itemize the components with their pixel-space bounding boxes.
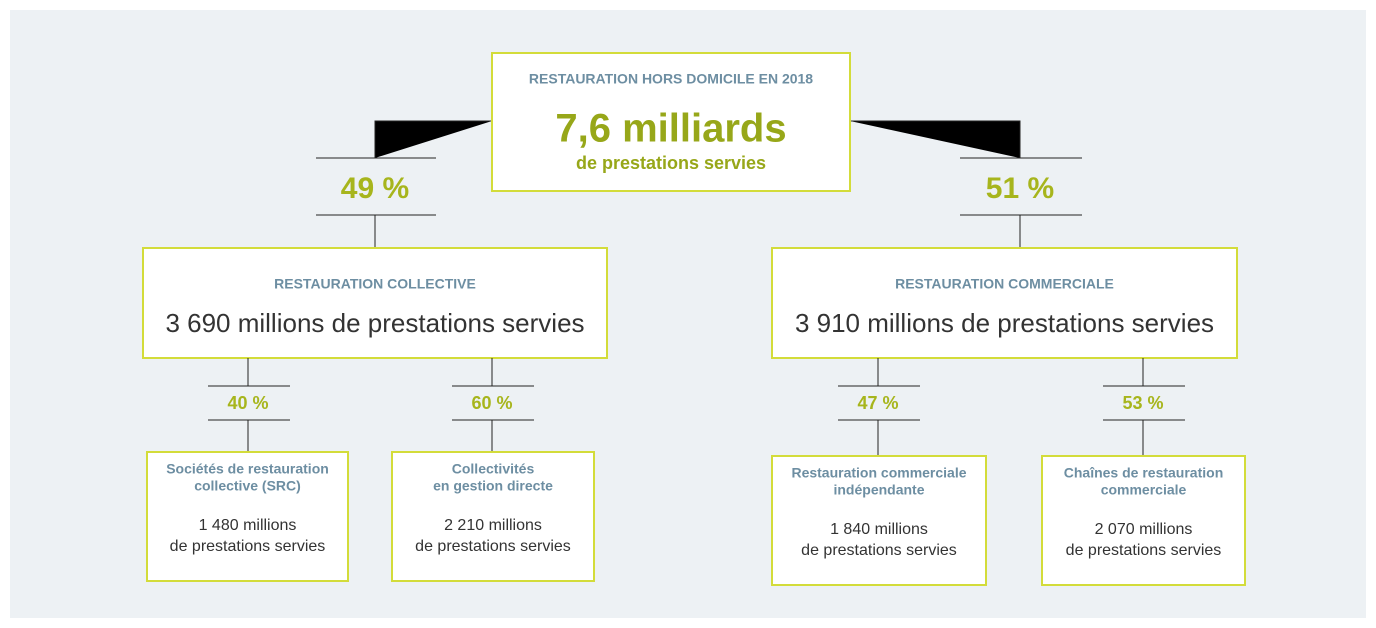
child-title: collective (SRC)	[194, 478, 301, 494]
branch-box	[771, 247, 1238, 359]
child-box	[146, 451, 349, 582]
child-share: 40 %	[227, 393, 268, 413]
branch-box	[142, 247, 608, 359]
connector	[452, 358, 534, 452]
child-share: 53 %	[1122, 393, 1163, 413]
root-title: RESTAURATION HORS DOMICILE EN 2018	[529, 71, 813, 87]
root-subtitle: de prestations servies	[576, 153, 766, 173]
child-text: 2 210 millions	[444, 517, 542, 534]
child-title: commerciale	[1101, 482, 1187, 498]
connector	[1103, 358, 1185, 456]
child-text: de prestations servies	[1066, 542, 1222, 559]
child-share: 47 %	[857, 393, 898, 413]
connector	[208, 358, 290, 452]
child-text: 2 070 millions	[1095, 521, 1193, 538]
connector	[838, 358, 920, 456]
branches: 49 % RESTAURATION COLLECTIVE 3 690 million…	[142, 172, 1246, 586]
child-box	[771, 455, 987, 586]
branch-share: 51 %	[986, 172, 1054, 205]
child-box	[1041, 455, 1246, 586]
child-title: Collectivités	[452, 461, 535, 477]
root-value: 7,6 milliards	[555, 107, 786, 151]
root-box	[491, 52, 851, 192]
child-title: indépendante	[833, 482, 924, 498]
branch-share: 49 %	[341, 172, 409, 205]
child-title: Sociétés de restauration	[166, 461, 329, 477]
child-text: de prestations servies	[801, 542, 957, 559]
child-title: Chaînes de restauration	[1064, 465, 1224, 481]
child-share: 60 %	[471, 393, 512, 413]
branch-text: 3 690 millions de prestations servies	[165, 308, 584, 338]
child-text: 1 480 millions	[199, 517, 297, 534]
child-text: 1 840 millions	[830, 521, 928, 538]
child-box	[391, 451, 595, 582]
branch-title: RESTAURATION COLLECTIVE	[274, 276, 476, 292]
child-text: de prestations servies	[170, 538, 326, 555]
connectors	[316, 120, 1082, 248]
child-text: de prestations servies	[415, 538, 571, 555]
child-title: Restauration commerciale	[791, 465, 966, 481]
branch-title: RESTAURATION COMMERCIALE	[895, 276, 1114, 292]
child-title: en gestion directe	[433, 478, 553, 494]
branch-text: 3 910 millions de prestations servies	[795, 308, 1214, 338]
